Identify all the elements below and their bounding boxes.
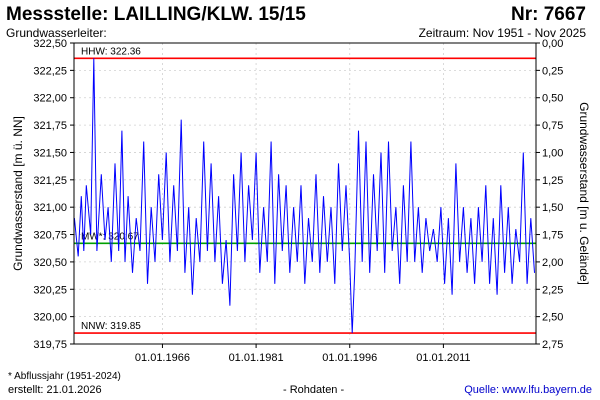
y2-tick-label: 2,75 (542, 339, 563, 351)
source-link[interactable]: Quelle: www.lfu.bayern.de (464, 384, 592, 396)
aquifer-label: Grundwasserleiter: (6, 26, 107, 40)
page-title: Messstelle: LAILLING/KLW. 15/15 (6, 4, 306, 25)
y-tick-label: 320,25 (33, 284, 67, 296)
y-tick-label: 322,25 (33, 65, 67, 77)
period-label: Zeitraum: Nov 1951 - Nov 2025 (418, 26, 586, 40)
plot-frame (73, 42, 537, 345)
y-tick-label: 320,00 (33, 312, 67, 324)
footnote: * Abflussjahr (1951-2024) (8, 371, 121, 382)
y2-tick-label: 2,25 (542, 284, 563, 296)
x-tick-label: 01.01.1966 (135, 352, 190, 364)
y2-tick-label: 0,50 (542, 93, 563, 105)
y2-tick-label: 0,75 (542, 120, 563, 132)
x-axis-ticks: 01.01.1966 01.01.1981 01.01.1996 01.01.2011 (135, 344, 471, 364)
y-tick-label: 321,00 (33, 202, 67, 214)
y2-tick-label: 1,75 (542, 230, 563, 242)
y-axis-ticks: 322,50 322,25 322,00 321,75 321,50 321,25 321,… (33, 38, 74, 351)
y-tick-label: 321,75 (33, 120, 67, 132)
series-line (73, 58, 535, 334)
y-tick-label: 321,50 (33, 147, 67, 159)
y2-tick-label: 1,50 (542, 202, 563, 214)
x-tick-label: 01.01.1981 (229, 352, 284, 364)
y-axis-label: Grundwasserstand [m ü. NN] (11, 116, 25, 271)
grid-lines (74, 43, 536, 344)
y-tick-label: 322,00 (33, 93, 67, 105)
y2-axis-ticks: 0,00 0,25 0,50 0,75 1,00 1,25 1,50 1,75 2,00 2,25… (536, 38, 563, 351)
station-number: Nr: 7667 (511, 4, 586, 25)
y2-tick-label: 2,50 (542, 312, 563, 324)
y2-tick-label: 0,25 (542, 65, 563, 77)
y-tick-label: 320,50 (33, 257, 67, 269)
y-tick-label: 321,25 (33, 175, 67, 187)
y-tick-label: 320,75 (33, 230, 67, 242)
y2-tick-label: 0,00 (542, 38, 563, 50)
y2-tick-label: 1,00 (542, 147, 563, 159)
ref-line-label: NNW: 319.85 (81, 321, 141, 332)
y2-axis-label: Grundwasserstand [m u. Gelände] (577, 102, 591, 285)
raw-data-note: - Rohdaten - (283, 384, 345, 396)
created-date: erstellt: 21.01.2026 (8, 384, 102, 396)
series-0-line (73, 58, 535, 334)
x-tick-label: 01.01.1996 (322, 352, 377, 364)
y2-tick-label: 1,25 (542, 175, 563, 187)
x-tick-label: 01.01.2011 (416, 352, 470, 364)
y2-tick-label: 2,00 (542, 257, 563, 269)
ref-line-label: HHW: 322.36 (81, 46, 141, 57)
y-tick-label: 319,75 (33, 339, 67, 351)
y-tick-label: 322,50 (33, 38, 67, 50)
